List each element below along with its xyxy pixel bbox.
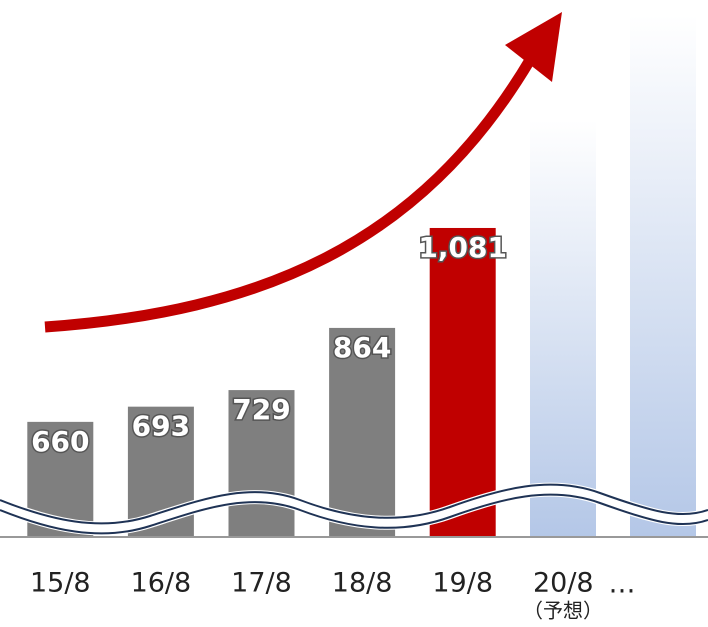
value-label: 864	[333, 331, 391, 364]
bar	[329, 327, 396, 537]
forecast-bar	[630, 15, 696, 537]
axis-break	[0, 482, 708, 536]
axis-break-line	[0, 483, 708, 525]
bar	[429, 227, 496, 538]
forecast-bar	[530, 120, 596, 537]
x-tick-label: 20/8	[533, 568, 594, 599]
axis-break-line	[0, 493, 708, 535]
value-label: 693	[132, 410, 190, 443]
x-tick-label: 15/8	[30, 568, 91, 599]
x-tick-label: 19/8	[432, 568, 493, 599]
x-tick-label: 16/8	[131, 568, 192, 599]
value-label: 1,081	[418, 231, 507, 264]
x-tick-label: 18/8	[332, 568, 393, 599]
value-label: 660	[31, 425, 89, 458]
arrow-head	[505, 12, 562, 82]
forecast-note: （予想）	[523, 599, 603, 623]
bar	[228, 390, 295, 537]
x-tick-label: 17/8	[231, 568, 292, 599]
growth-arrow	[44, 57, 535, 333]
value-label: 729	[232, 393, 290, 426]
ellipsis: …	[609, 569, 636, 600]
